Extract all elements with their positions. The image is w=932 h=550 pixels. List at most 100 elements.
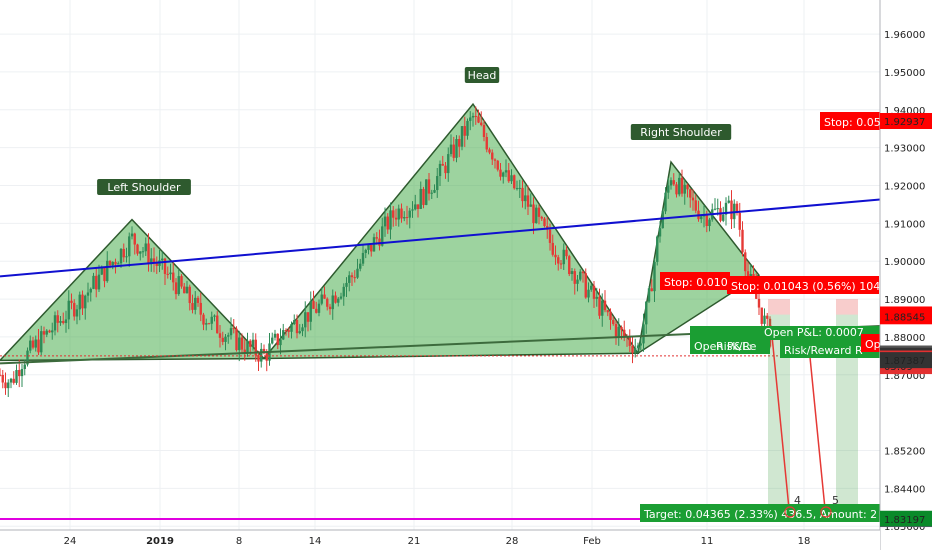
candle-body xyxy=(705,215,708,227)
candle-body xyxy=(320,294,323,304)
candle-body xyxy=(282,330,285,340)
candle-body xyxy=(741,229,744,253)
right-shoulder-label: Right Shoulder xyxy=(640,126,722,139)
y-tick-label: 1.91000 xyxy=(884,219,925,230)
candle-body xyxy=(67,300,70,320)
candle-body xyxy=(86,292,90,296)
candle-body xyxy=(7,382,10,389)
stop_far-marker-bg xyxy=(880,113,932,129)
candle-body xyxy=(383,216,387,227)
candle-body xyxy=(345,282,348,287)
candle-body xyxy=(400,208,403,219)
candle-body xyxy=(29,340,32,351)
candle-body xyxy=(672,180,675,185)
candle-body xyxy=(194,297,197,310)
candle-body xyxy=(279,339,282,346)
candle-body xyxy=(216,315,219,334)
candle-body xyxy=(155,262,158,266)
candle-body xyxy=(229,328,233,336)
y-tick-label: 1.85200 xyxy=(884,447,925,458)
trade-number-5: 5 xyxy=(832,494,839,507)
candle-body xyxy=(150,258,153,265)
candle-body xyxy=(639,343,642,346)
candle-body xyxy=(348,275,351,283)
candle-body xyxy=(414,204,417,210)
candle-body xyxy=(350,275,354,278)
candle-body xyxy=(298,331,301,334)
price_d-marker-bg xyxy=(880,510,932,527)
candle-body xyxy=(510,175,513,182)
candle-body xyxy=(491,152,494,160)
candle-body xyxy=(119,248,123,264)
candle-body xyxy=(485,136,488,150)
x-axis-bg xyxy=(0,530,880,550)
candle-body xyxy=(557,257,560,264)
candle-body xyxy=(760,307,763,324)
candle-body xyxy=(185,286,189,294)
candle-body xyxy=(389,210,392,230)
candle-body xyxy=(444,165,447,174)
candle-body xyxy=(111,261,114,266)
candle-body xyxy=(598,296,601,316)
candle-body xyxy=(196,297,200,303)
candle-body xyxy=(460,126,464,147)
candle-body xyxy=(436,176,439,191)
candle-body xyxy=(370,244,373,252)
candle-body xyxy=(130,233,134,237)
open-pl-label-1-bg xyxy=(690,326,770,354)
candle-body xyxy=(738,212,741,230)
candle-body xyxy=(207,323,211,325)
candle-body xyxy=(507,170,510,182)
candle-body xyxy=(293,320,296,324)
target-label-bg xyxy=(640,504,880,522)
candle-body xyxy=(73,302,76,317)
candle-body xyxy=(680,177,684,194)
candle-body xyxy=(62,321,65,324)
candle-body xyxy=(576,279,579,284)
y-axis[interactable]: 1.96000 1.95000 1.94000 1.93000 1.92000 1.910… xyxy=(879,0,932,550)
candle-body xyxy=(535,207,538,224)
x-axis[interactable]: 24 2019 8 14 21 28 Feb 11 18 xyxy=(0,529,880,550)
candle-series xyxy=(0,106,772,398)
candle-body xyxy=(227,335,230,337)
candle-body xyxy=(218,333,222,338)
y-axis-bg xyxy=(880,0,932,550)
candle-body xyxy=(20,369,24,377)
x-tick-label: 28 xyxy=(506,536,519,547)
candle-body xyxy=(617,326,620,338)
trade-exit-marker-1 xyxy=(784,506,796,518)
candle-body xyxy=(34,339,37,348)
candle-body xyxy=(683,184,686,194)
candle-body xyxy=(744,252,747,272)
candle-body xyxy=(251,339,255,347)
candle-body xyxy=(636,345,640,349)
candle-body xyxy=(480,122,483,126)
candle-body xyxy=(724,202,728,215)
open-pl-label-2-bg xyxy=(760,326,880,340)
left-shoulder-label: Left Shoulder xyxy=(107,181,181,194)
candle-body xyxy=(581,271,585,274)
trade-number-4: 4 xyxy=(794,494,801,507)
candle-body xyxy=(570,271,574,275)
trade-boxes[interactable]: Stop: 0.010 Stop: 0.01043 (0.56%) 104 Stop… xyxy=(640,112,888,522)
y-tick-label: 1.96000 xyxy=(884,30,925,41)
candle-body xyxy=(719,208,722,221)
candle-body xyxy=(306,312,310,322)
candle-body xyxy=(650,288,653,292)
candle-body xyxy=(273,333,277,338)
stop-zone-2 xyxy=(836,299,858,315)
candle-body xyxy=(661,211,664,229)
y-tick-label: 1.84400 xyxy=(884,484,925,495)
candle-body xyxy=(529,204,532,207)
candle-body xyxy=(92,275,95,289)
candle-body xyxy=(174,282,178,295)
candle-body xyxy=(518,187,521,189)
candle-body xyxy=(513,175,516,189)
candle-body xyxy=(59,321,62,323)
y-tick-label: 1.92000 xyxy=(884,182,925,193)
candle-body xyxy=(133,233,136,245)
candle-body xyxy=(449,144,453,155)
candle-body xyxy=(249,340,252,347)
candle-body xyxy=(177,276,180,295)
